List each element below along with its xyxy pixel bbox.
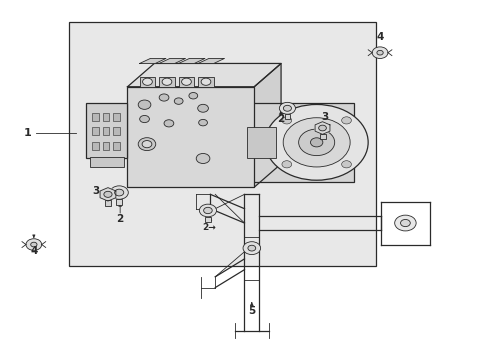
Circle shape [140,116,149,123]
Text: 4: 4 [376,32,383,42]
Bar [159,77,174,87]
Circle shape [283,118,349,167]
Text: 2: 2 [116,215,123,224]
Bar [92,141,99,149]
Circle shape [247,245,255,251]
Bar [92,127,99,135]
Bar [90,157,123,167]
Circle shape [198,120,207,126]
Polygon shape [140,58,165,63]
Polygon shape [314,122,329,134]
Circle shape [298,129,334,156]
Circle shape [142,78,152,85]
Circle shape [103,191,112,197]
Polygon shape [254,63,281,187]
Circle shape [162,78,171,85]
Bar [102,113,109,121]
Circle shape [203,207,212,213]
Circle shape [341,117,351,124]
Circle shape [159,94,168,101]
Text: 4: 4 [30,246,38,256]
Polygon shape [100,188,116,201]
Circle shape [110,186,128,199]
Bar [92,113,99,121]
Circle shape [282,117,291,124]
Bar [69,22,375,266]
Bar [102,141,109,149]
Text: 1: 1 [23,129,31,138]
Circle shape [376,50,383,55]
Bar [246,127,276,158]
Circle shape [318,125,325,131]
Circle shape [188,93,197,99]
Bar [127,87,254,187]
Bar [246,103,353,182]
Bar [113,113,120,121]
Circle shape [196,153,209,163]
Bar [198,77,213,87]
Circle shape [163,120,173,127]
Circle shape [138,138,156,150]
Circle shape [181,78,191,85]
Bar [102,127,109,135]
Circle shape [282,161,291,168]
Text: 3: 3 [321,112,328,122]
Circle shape [400,220,409,226]
Bar [319,134,325,139]
Circle shape [31,242,37,247]
Bar [86,103,127,158]
Bar [113,141,120,149]
Circle shape [199,204,216,217]
Circle shape [114,189,123,196]
Circle shape [310,138,322,147]
Circle shape [201,78,210,85]
Polygon shape [159,58,185,63]
Circle shape [279,102,295,114]
Polygon shape [178,58,204,63]
Bar [140,77,155,87]
Bar [178,77,194,87]
Polygon shape [127,63,281,87]
Text: 5: 5 [248,306,255,315]
Text: 2→: 2→ [202,223,216,232]
Text: 3: 3 [92,186,99,197]
Text: 2: 2 [277,114,284,124]
Bar [104,201,111,206]
Circle shape [371,47,387,59]
Circle shape [341,161,351,168]
Circle shape [243,242,260,255]
Circle shape [197,104,208,112]
Circle shape [174,98,183,104]
Circle shape [26,239,41,250]
Circle shape [138,100,151,109]
Bar [116,199,122,204]
Circle shape [394,215,415,231]
Circle shape [142,140,152,148]
Circle shape [264,104,367,180]
Circle shape [283,105,291,111]
Polygon shape [198,58,224,63]
Bar [113,127,120,135]
Bar [205,217,210,222]
Bar [285,114,289,119]
